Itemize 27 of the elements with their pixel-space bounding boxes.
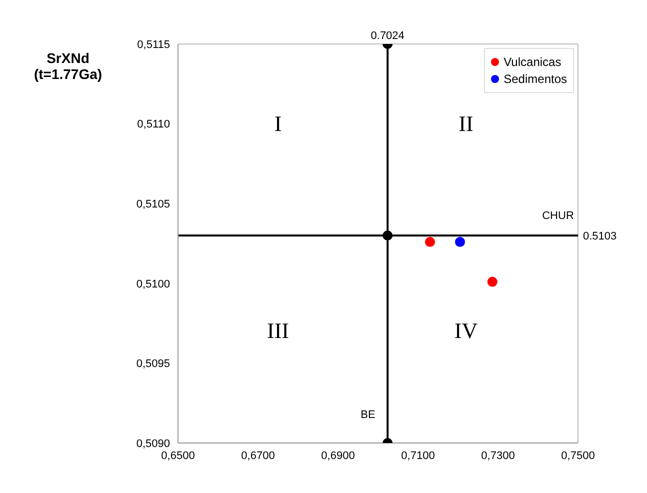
ref-line-label: 0.5103 <box>583 230 617 242</box>
x-tick-label: 0,7100 <box>401 450 435 462</box>
x-tick-label: 0,6500 <box>161 450 195 462</box>
x-tick-label: 0,7300 <box>481 450 515 462</box>
annotation: CHUR <box>542 210 574 222</box>
point <box>487 276 498 287</box>
y-tick-label: 0,5095 <box>136 358 170 370</box>
annotation: IV <box>454 318 478 344</box>
y-axis-title: SrXNd (t=1.77Ga) <box>32 50 104 82</box>
y-tick-label: 0,5110 <box>137 118 170 131</box>
x-tick-label: 0,6900 <box>321 450 355 462</box>
annotation: III <box>267 318 289 344</box>
y-tick-label: 0,5105 <box>136 198 170 211</box>
point <box>425 236 435 247</box>
y-tick-label: 0,5115 <box>137 38 170 51</box>
y-tick-label: 0,5100 <box>136 278 170 290</box>
y-tick-label: 0,5090 <box>136 438 170 450</box>
point <box>382 230 393 241</box>
annotation: II <box>458 110 474 137</box>
legend-label: Sedimentos <box>504 72 567 86</box>
legend-label: Vulcanicas <box>504 55 562 69</box>
x-tick-label: 0,7500 <box>561 450 595 462</box>
ref-line-label: 0.7024 <box>370 30 404 42</box>
point <box>455 236 465 247</box>
x-tick-label: 0,6700 <box>241 450 275 462</box>
annotation: I <box>274 110 282 137</box>
annotation: BE <box>360 409 376 422</box>
